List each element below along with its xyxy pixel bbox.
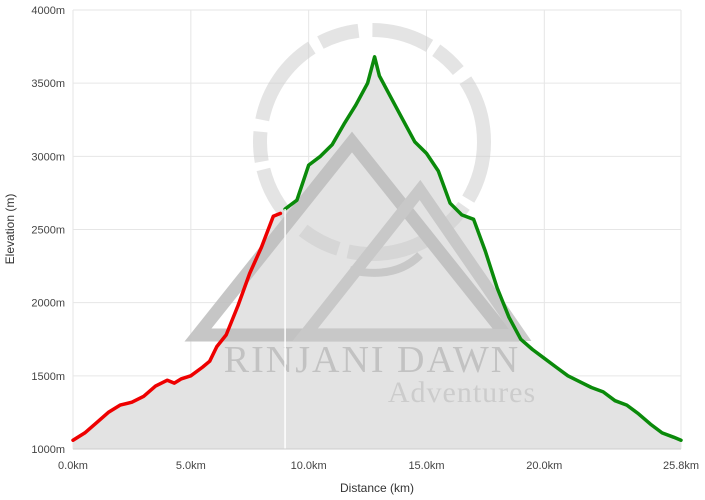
x-tick-label: 0.0km	[58, 460, 88, 472]
y-tick-label: 3000m	[31, 151, 65, 163]
logo-title: RINJANI DAWN	[224, 339, 520, 381]
x-tick-label: 10.0km	[291, 460, 327, 472]
y-tick-label: 1500m	[31, 371, 65, 383]
logo-subtitle: Adventures	[388, 376, 536, 409]
elevation-segment-2	[283, 55, 683, 442]
x-axis-title: Distance (km)	[340, 481, 414, 495]
logo-curve	[349, 252, 423, 277]
y-axis-title: Elevation (m)	[3, 194, 17, 265]
x-tick-label: 15.0km	[408, 460, 444, 472]
y-tick-label: 2000m	[31, 298, 65, 310]
axes: 1000m 1500m 2000m 2500m 3000m 3500m 4000m 0.0km…	[31, 5, 699, 472]
y-tick-label: 2500m	[31, 225, 65, 237]
y-tick-label: 3500m	[31, 78, 65, 90]
rinjani-dawn-logo: RINJANI DAWN Adventures	[184, 23, 536, 409]
y-tick-label: 1000m	[31, 444, 65, 456]
logo-small-triangle	[292, 179, 532, 341]
y-tick-label: 4000m	[31, 5, 65, 17]
x-tick-label: 25.8km	[663, 460, 699, 472]
elevation-lines	[71, 55, 683, 442]
x-tick-label: 5.0km	[176, 460, 206, 472]
x-tick-label: 20.0km	[526, 460, 562, 472]
elevation-segment-1	[71, 211, 283, 442]
